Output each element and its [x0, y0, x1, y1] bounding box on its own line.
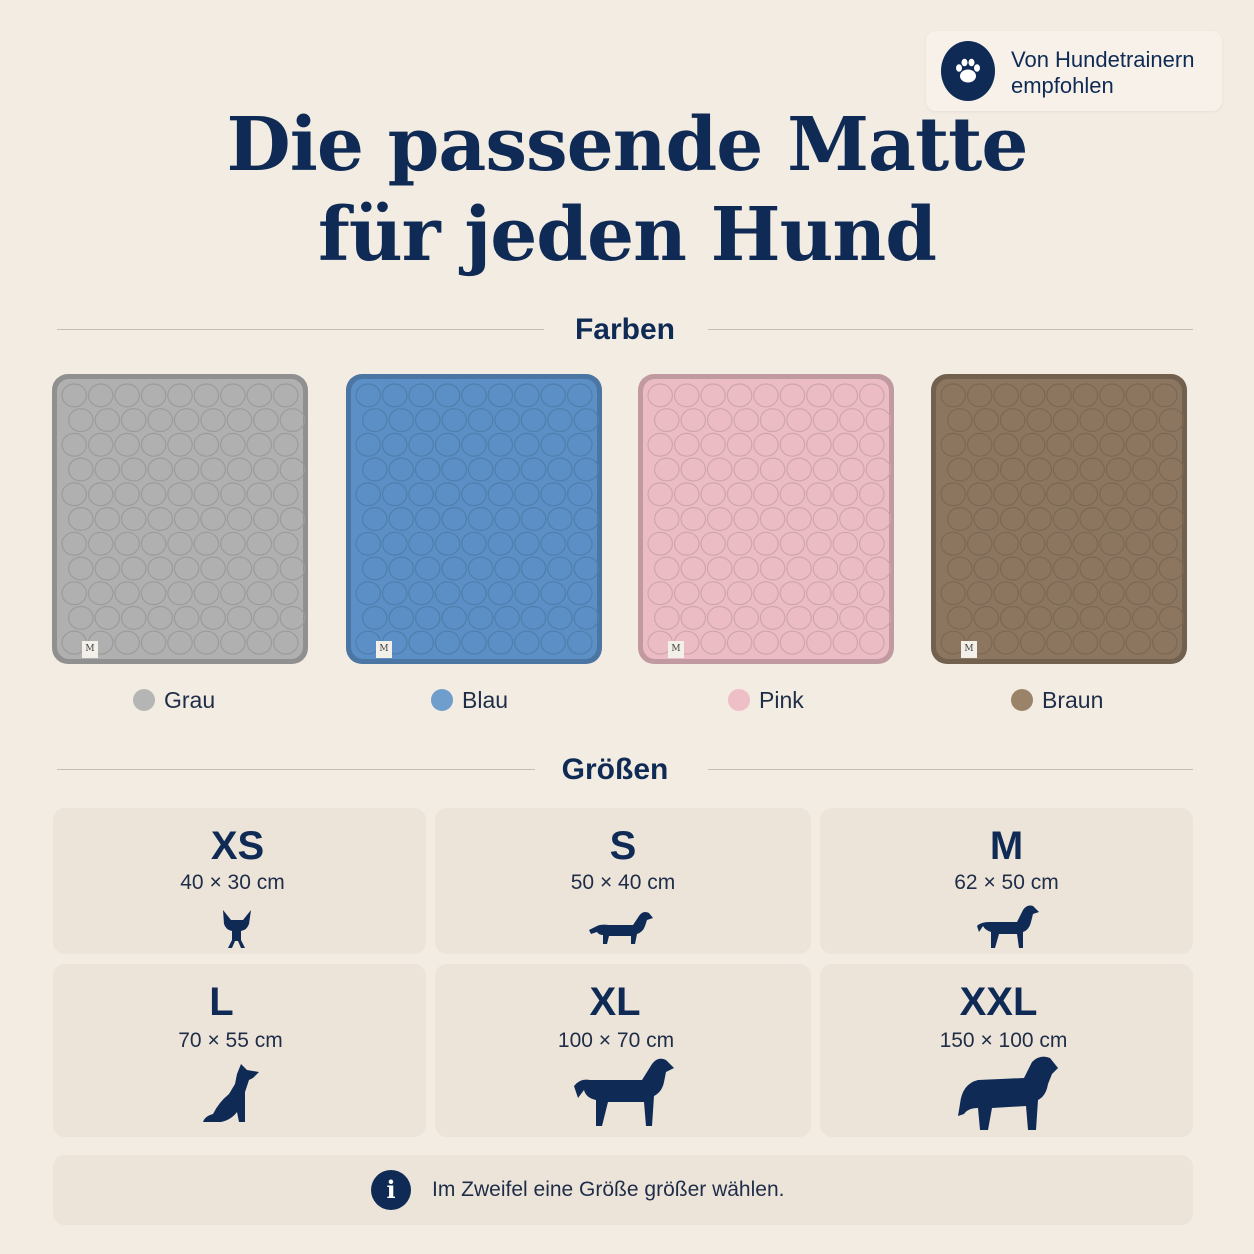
sitting-dog-icon: [203, 1064, 259, 1122]
size-label: S: [609, 824, 637, 868]
mat-graphic: [931, 374, 1187, 664]
size-label: XXL: [959, 980, 1038, 1024]
retriever-icon: [574, 1058, 674, 1126]
brand-tag: M: [961, 641, 977, 658]
swatch-grau[interactable]: Grau: [133, 686, 215, 714]
size-dims: 40 × 30 cm: [180, 871, 285, 894]
size-label: L: [209, 980, 234, 1024]
size-dims: 62 × 50 cm: [954, 871, 1059, 894]
badge-line-2: empfohlen: [1011, 73, 1114, 98]
mat-blau[interactable]: M: [345, 373, 603, 665]
divider-line: [57, 769, 535, 770]
size-card-xxl[interactable]: XXL 150 × 100 cm: [820, 964, 1193, 1137]
chihuahua-icon: [223, 910, 251, 948]
size-dims: 70 × 55 cm: [178, 1029, 283, 1052]
paw-icon: [941, 41, 995, 101]
mat-graphic: [346, 374, 602, 664]
colors-heading: Farben: [57, 310, 1193, 350]
divider-line: [708, 769, 1193, 770]
brand-tag: M: [668, 641, 684, 658]
dachshund-icon: [589, 912, 653, 944]
size-card-m[interactable]: M 62 × 50 cm: [820, 808, 1193, 954]
brand-tag: M: [82, 641, 98, 658]
sizes-heading-label: Größen: [561, 753, 669, 786]
info-bar: i Im Zweifel eine Größe größer wählen.: [53, 1155, 1193, 1225]
mat-pink[interactable]: M: [637, 373, 895, 665]
info-text: Im Zweifel eine Größe größer wählen.: [432, 1178, 785, 1201]
badge-text: Von Hundetrainern empfohlen: [1011, 47, 1221, 99]
size-dims: 50 × 40 cm: [570, 871, 676, 894]
size-label: M: [989, 824, 1024, 868]
size-card-s[interactable]: S 50 × 40 cm: [435, 808, 811, 954]
size-label: XS: [210, 824, 265, 868]
mat-grau[interactable]: M: [51, 373, 309, 665]
size-card-xl[interactable]: XL 100 × 70 cm: [435, 964, 811, 1137]
color-dot: [1011, 689, 1033, 711]
color-dot: [431, 689, 453, 711]
color-dot: [728, 689, 750, 711]
sizes-heading: Größen: [57, 750, 1193, 790]
divider-line: [708, 329, 1193, 330]
recommendation-badge: Von Hundetrainern empfohlen: [926, 31, 1222, 111]
mat-graphic: [52, 374, 308, 664]
swatch-label-text: Pink: [759, 686, 804, 713]
size-label: XL: [589, 980, 641, 1024]
divider-line: [57, 329, 544, 330]
page-title: Die passende Matte für jeden Hund: [0, 100, 1254, 280]
swatch-label-text: Blau: [462, 686, 509, 713]
badge-line-1: Von Hundetrainern: [1011, 47, 1195, 72]
large-dog-icon: [958, 1056, 1058, 1130]
swatch-label-text: Grau: [164, 686, 216, 713]
mat-graphic: [638, 374, 894, 664]
swatch-blau[interactable]: Blau: [431, 686, 508, 714]
mat-braun[interactable]: M: [930, 373, 1188, 665]
size-card-xs[interactable]: XS 40 × 30 cm: [53, 808, 426, 954]
colors-heading-label: Farben: [574, 313, 676, 346]
title-line-1: Die passende Matte: [226, 102, 1029, 188]
info-icon: i: [371, 1170, 411, 1210]
size-dims: 150 × 100 cm: [939, 1029, 1068, 1052]
brand-tag: M: [376, 641, 392, 658]
swatch-label-text: Braun: [1042, 686, 1104, 713]
title-line-2: für jeden Hund: [318, 192, 937, 278]
size-card-l[interactable]: L 70 × 55 cm: [53, 964, 426, 1137]
swatch-pink[interactable]: Pink: [728, 686, 804, 714]
spaniel-icon: [977, 905, 1039, 948]
swatch-braun[interactable]: Braun: [1011, 686, 1103, 714]
color-dot: [133, 689, 155, 711]
size-dims: 100 × 70 cm: [557, 1029, 675, 1052]
